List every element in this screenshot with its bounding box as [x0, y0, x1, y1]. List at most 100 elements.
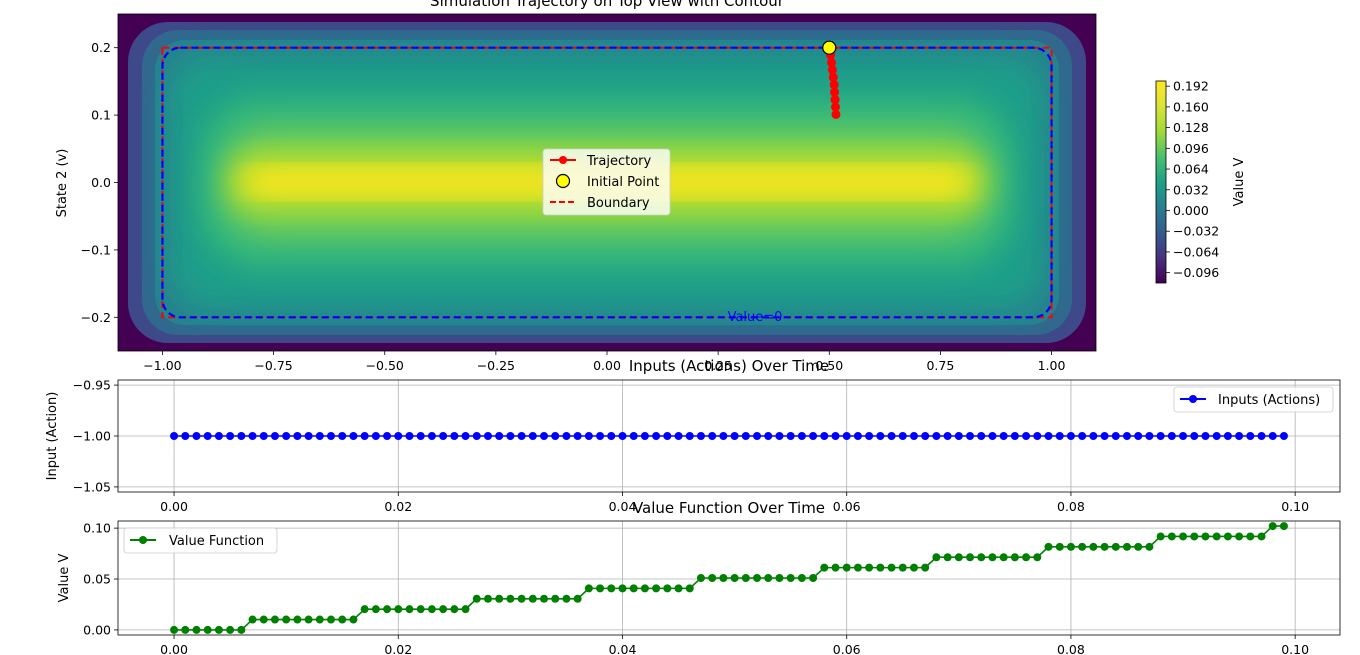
data-point [876, 563, 885, 572]
data-point [214, 432, 223, 440]
x-tick-label: 0.50 [815, 358, 843, 373]
data-point [1055, 432, 1064, 440]
x-tick-label: 0.75 [926, 358, 954, 373]
data-point [1044, 542, 1053, 551]
chart-title: Simulation Trajectory on Top View with C… [430, 0, 785, 10]
data-point [1022, 553, 1031, 562]
data-point [1212, 432, 1221, 440]
x-tick-label: −0.50 [366, 358, 404, 373]
x-tick-label: 0.00 [160, 642, 188, 655]
data-point [540, 432, 549, 440]
legend-item-boundary: Boundary [550, 196, 650, 211]
x-tick-label: 1.00 [1038, 358, 1066, 373]
data-point [1078, 542, 1087, 551]
data-point [237, 432, 246, 440]
data-point [887, 432, 896, 440]
data-point [966, 432, 975, 440]
data-point [270, 432, 279, 440]
data-point [495, 594, 504, 603]
data-point [282, 432, 291, 440]
inputs-chart: Inputs (Actions) Over Time 0.00 0.02 0.04 0… [45, 357, 1341, 514]
data-point [506, 594, 515, 603]
data-point [214, 625, 223, 634]
data-point [405, 605, 414, 614]
data-point [371, 432, 380, 440]
data-point [909, 563, 918, 572]
data-point [887, 563, 896, 572]
data-point [562, 594, 571, 603]
data-point [517, 594, 526, 603]
legend-item-initial-point: Initial Point [555, 173, 659, 190]
y-tick-label: −0.95 [73, 378, 111, 393]
data-point [629, 584, 638, 593]
data-point [932, 432, 941, 440]
data-point [1190, 532, 1199, 541]
data-point [1022, 432, 1031, 440]
y-axis-ticks: 0.10 0.05 0.00 [83, 521, 118, 637]
data-point [820, 432, 829, 440]
trajectory-point [826, 58, 836, 68]
trajectory-contour-chart: Simulation Trajectory on Top View with C… [55, 0, 1247, 373]
data-point [226, 625, 235, 634]
data-point [1156, 432, 1165, 440]
data-point [797, 574, 806, 582]
legend-label: Boundary [587, 196, 650, 211]
colorbar-tick-label: 0.064 [1173, 162, 1209, 177]
colorbar-tick-label: −0.032 [1173, 224, 1219, 239]
x-tick-label: 0.08 [1057, 642, 1085, 655]
data-point [674, 432, 683, 440]
data-point [809, 574, 818, 582]
data-point [573, 432, 582, 440]
data-point [865, 432, 874, 440]
y-axis-label: Value V [57, 554, 72, 603]
data-point [383, 432, 392, 440]
data-point [562, 432, 571, 440]
data-point [282, 615, 291, 624]
data-point [248, 432, 257, 440]
data-point [663, 432, 672, 440]
data-point [1100, 542, 1109, 551]
data-point [293, 615, 302, 624]
data-point [652, 432, 661, 440]
data-point [304, 432, 313, 440]
x-tick-label: 0.10 [1281, 642, 1309, 655]
data-point [954, 432, 963, 440]
data-point [327, 615, 336, 624]
legend: Trajectory Initial Point Boundary [542, 148, 671, 216]
data-point [596, 432, 605, 440]
data-point [1089, 542, 1098, 551]
y-tick-label: 0.10 [83, 521, 111, 536]
legend-label: Inputs (Actions) [1218, 393, 1320, 408]
data-point [226, 432, 235, 440]
data-point [181, 625, 190, 634]
data-point [809, 432, 818, 440]
data-point [1033, 432, 1042, 440]
data-point [1066, 542, 1075, 551]
data-point [685, 432, 694, 440]
data-point [1089, 432, 1098, 440]
colorbar-tick-label: 0.128 [1173, 120, 1209, 135]
x-axis-ticks: 0.00 0.02 0.04 0.06 0.08 0.10 [160, 635, 1309, 655]
data-point [977, 432, 986, 440]
series-value-function [170, 522, 1288, 634]
data-point [1122, 432, 1131, 440]
data-point [349, 432, 358, 440]
y-tick-label: −1.00 [73, 429, 111, 444]
data-point [1044, 432, 1053, 440]
data-point [708, 432, 717, 440]
trajectory-point [828, 72, 838, 82]
data-point [495, 432, 504, 440]
data-point [618, 432, 627, 440]
data-point [461, 605, 470, 614]
grid [118, 521, 1340, 635]
x-tick-label: 0.00 [593, 358, 621, 373]
data-point [439, 432, 448, 440]
legend-marker [559, 156, 567, 164]
data-point [820, 563, 829, 572]
legend-item-trajectory: Trajectory [550, 154, 651, 169]
data-point [1201, 532, 1210, 541]
data-point [663, 584, 672, 593]
data-point [528, 594, 537, 603]
data-point [999, 553, 1008, 562]
